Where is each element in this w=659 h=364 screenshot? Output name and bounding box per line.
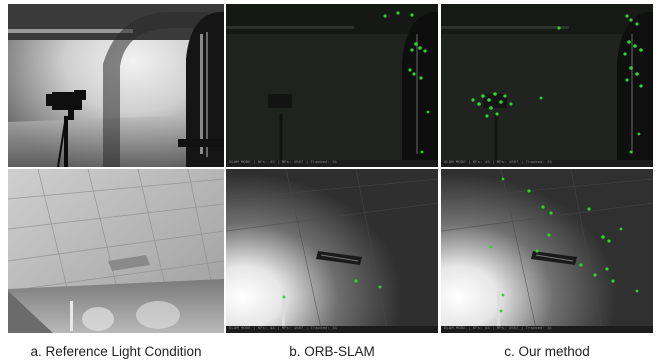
ours-statusbar-top: SLAM MODE | KFs: 43 | MPs: 1507 | Tracke… xyxy=(441,160,653,167)
orbslam-statusbar-bottom: SLAM MODE | KFs: 43 | MPs: 1507 | Tracke… xyxy=(226,326,438,333)
orbslam-image-bottom: SLAM MODE | KFs: 43 | MPs: 1507 | Tracke… xyxy=(226,169,438,333)
ours-feature-points-bottom xyxy=(489,177,639,313)
ours-feature-points-top xyxy=(471,14,643,154)
reference-image-top xyxy=(8,4,224,167)
orbslam-image-top: SLAM MODE | KFs: 43 | MPs: 1507 | Tracke… xyxy=(226,4,438,167)
orbslam-feature-points-top xyxy=(383,11,430,154)
caption-our-method: c. Our method xyxy=(504,344,590,359)
ours-statusbar-bottom: SLAM MODE | KFs: 43 | MPs: 1507 | Tracke… xyxy=(441,326,653,333)
ours-image-bottom: SLAM MODE | KFs: 43 | MPs: 1507 | Tracke… xyxy=(441,169,653,333)
caption-reference: a. Reference Light Condition xyxy=(30,344,202,359)
orbslam-statusbar-top: SLAM MODE | KFs: 43 | MPs: 1507 | Tracke… xyxy=(226,160,438,167)
reference-image-bottom xyxy=(8,169,224,333)
caption-orbslam: b. ORB-SLAM xyxy=(289,344,375,359)
orbslam-feature-points-bottom xyxy=(282,279,382,299)
ours-image-top: SLAM MODE | KFs: 43 | MPs: 1507 | Tracke… xyxy=(441,4,653,167)
